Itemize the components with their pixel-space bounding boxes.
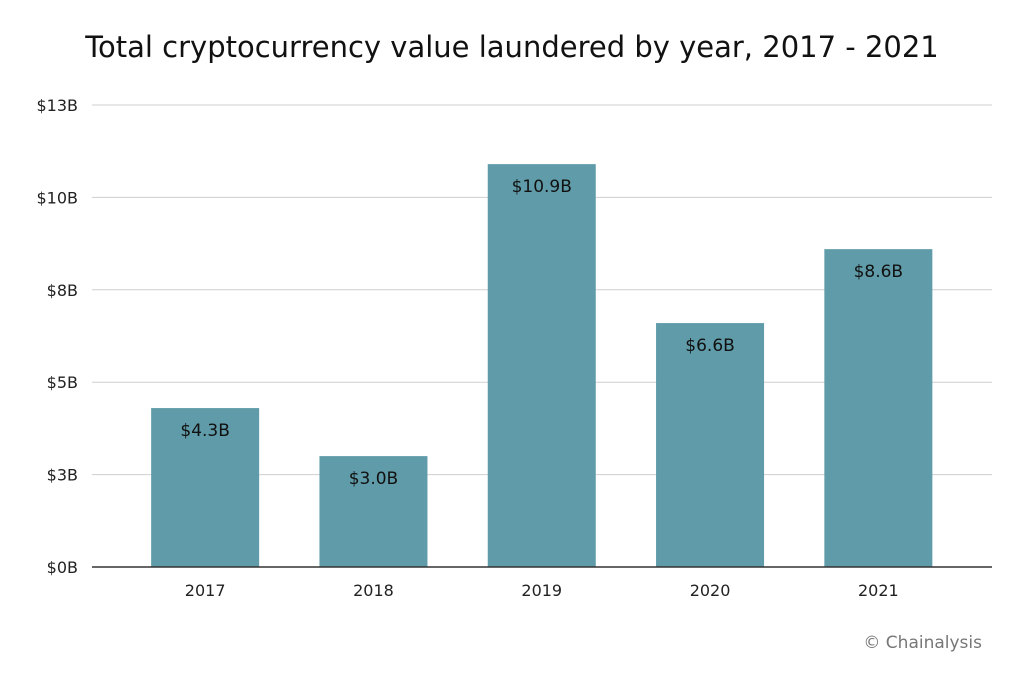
data-label: $3.0B <box>349 469 399 489</box>
y-tick-label: $3B <box>47 466 78 485</box>
y-tick-label: $5B <box>47 373 78 392</box>
chart-title: Total cryptocurrency value laundered by … <box>85 30 939 64</box>
data-label: $10.9B <box>512 177 572 197</box>
y-tick-label: $13B <box>36 96 78 115</box>
x-tick-label: 2019 <box>521 581 562 600</box>
source-credit: © Chainalysis <box>863 633 982 653</box>
x-tick-label: 2020 <box>690 581 731 600</box>
data-label: $4.3B <box>180 421 230 441</box>
y-tick-label: $8B <box>47 281 78 300</box>
y-tick-label: $0B <box>47 558 78 577</box>
data-label: $6.6B <box>685 336 735 356</box>
bar-2021 <box>824 249 933 568</box>
x-tick-label: 2017 <box>185 581 226 600</box>
y-tick-label: $10B <box>36 188 78 207</box>
bar-2020 <box>656 323 765 567</box>
x-tick-label: 2018 <box>353 581 394 600</box>
data-label: $8.6B <box>854 262 904 282</box>
x-tick-label: 2021 <box>858 581 899 600</box>
bar-2019 <box>487 164 596 568</box>
bar-2017 <box>151 408 260 567</box>
bar-2018 <box>319 456 428 567</box>
